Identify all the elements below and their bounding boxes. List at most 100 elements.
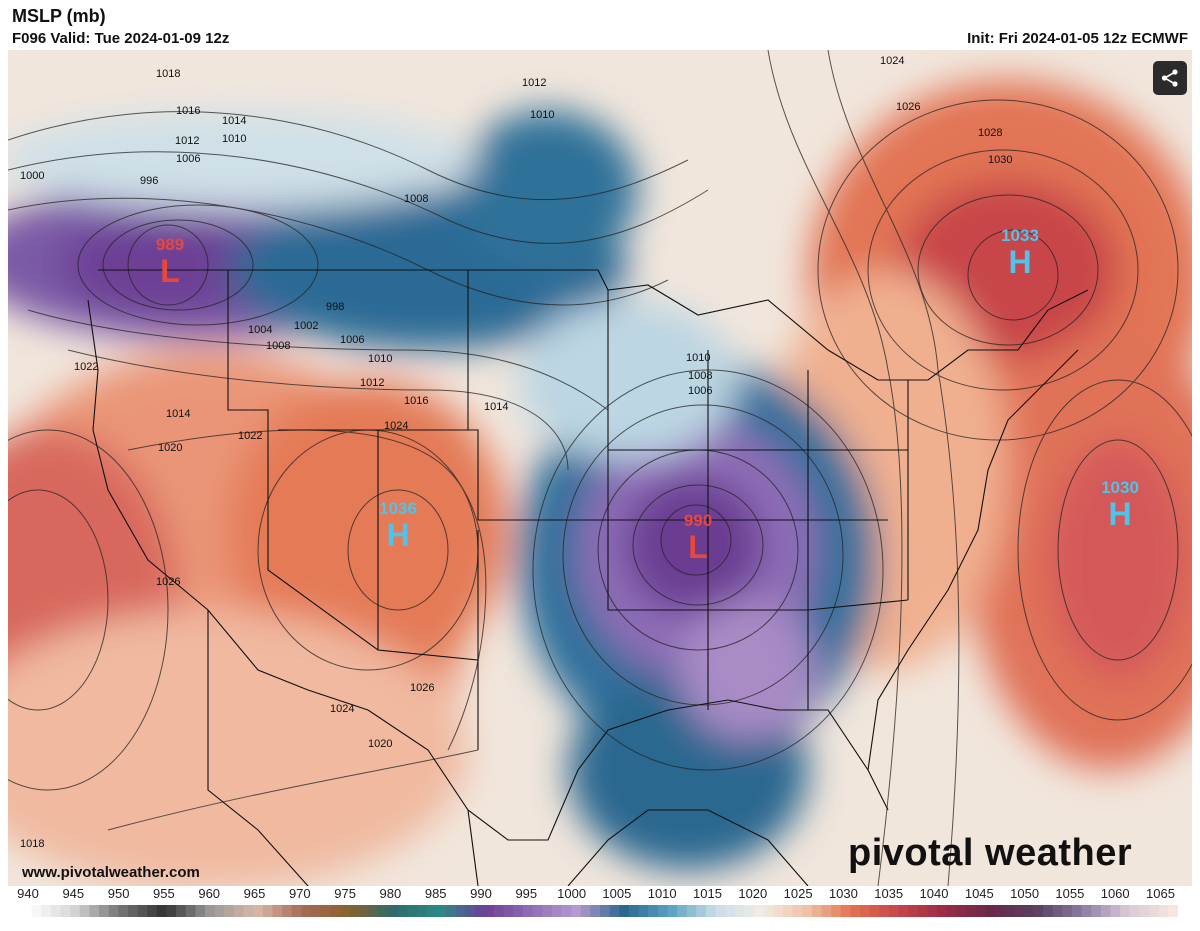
isobar-label: 1014 [222, 115, 246, 127]
scale-swatch [137, 905, 148, 917]
scale-swatch [378, 905, 389, 917]
isobar-label: 1024 [384, 420, 408, 432]
scale-tick-label: 965 [243, 886, 266, 901]
scale-swatch [89, 905, 100, 917]
scale-swatch [648, 905, 659, 917]
scale-swatch [147, 905, 158, 917]
scale-swatch [946, 905, 958, 917]
scale-tick-label: 940 [17, 886, 39, 901]
isobar-label: 1004 [248, 324, 272, 336]
isobar-label: 1016 [176, 105, 200, 117]
scale-swatch [763, 905, 774, 917]
isobar-label: 1026 [156, 576, 180, 588]
scale-swatch [127, 905, 139, 917]
scale-swatch [860, 905, 871, 917]
brand-watermark: pivotal weather [848, 832, 1133, 874]
scale-swatch [985, 905, 996, 917]
isobar-label: 998 [326, 301, 344, 313]
high-center-value: 1030 [1101, 478, 1139, 497]
scale-swatch [1168, 905, 1178, 917]
isobar-label: 1008 [688, 370, 712, 382]
scale-swatch [889, 905, 900, 917]
scale-swatch [831, 905, 842, 917]
scale-tick-label: 1050 [1010, 886, 1040, 901]
scale-swatch [455, 905, 466, 917]
scale-swatch [474, 905, 485, 917]
isobar-label: 1008 [404, 193, 428, 205]
isobar-lines [8, 50, 1192, 886]
scale-swatch [542, 905, 553, 917]
scale-swatch [754, 905, 765, 917]
isobar-label: 996 [140, 175, 158, 187]
scale-swatch [1139, 905, 1150, 917]
isobar-label: 1020 [368, 738, 392, 750]
isobar-label: 1018 [156, 68, 180, 80]
scale-swatch [330, 905, 341, 917]
high-center-value: 1033 [1001, 226, 1039, 245]
pressure-map: 1018 1016 1014 1012 1010 1006 1000 996 1… [8, 50, 1192, 886]
scale-swatch [917, 905, 929, 917]
scale-swatch [465, 905, 476, 917]
scale-swatch [156, 905, 168, 917]
scale-swatch [725, 905, 736, 917]
scale-swatch [368, 905, 380, 917]
scale-swatch [272, 905, 283, 917]
scale-tick-label: 955 [153, 886, 175, 901]
isobar-label: 1014 [166, 408, 190, 420]
isobar-label: 1010 [686, 352, 710, 364]
scale-swatch [320, 905, 331, 917]
scale-swatch [956, 905, 967, 917]
scale-swatch [99, 905, 110, 917]
scale-swatch [773, 905, 784, 917]
scale-swatch [1091, 905, 1102, 917]
isobar-label: 1010 [530, 109, 554, 121]
scale-swatch [590, 905, 601, 917]
scale-swatch [966, 905, 977, 917]
scale-swatch [359, 905, 370, 917]
scale-swatch [118, 905, 129, 917]
isobar-label: 1000 [20, 170, 44, 182]
scale-swatch [657, 905, 669, 917]
init-time: Init: Fri 2024-01-05 12z ECMWF [967, 30, 1188, 47]
low-center-letter: L [688, 529, 708, 565]
scale-tick-label: 1040 [919, 886, 949, 901]
scale-tick-label: 1020 [738, 886, 768, 901]
scale-tick-label: 1005 [602, 886, 632, 901]
scale-swatch [214, 905, 225, 917]
scale-swatch [233, 905, 245, 917]
scale-swatch [638, 905, 649, 917]
scale-swatch [426, 905, 437, 917]
scale-swatch [50, 905, 62, 917]
scale-swatch [41, 905, 52, 917]
isobar-label: 1022 [74, 361, 98, 373]
isobar-label: 1010 [368, 353, 392, 365]
scale-swatch [522, 905, 534, 917]
scale-swatch [1100, 905, 1112, 917]
website-credit: www.pivotalweather.com [22, 864, 200, 881]
scale-swatch [407, 905, 418, 917]
map-canvas: 1018 1016 1014 1012 1010 1006 1000 996 1… [8, 50, 1192, 886]
scale-swatch [869, 905, 880, 917]
scale-tick-label: 995 [515, 886, 538, 901]
share-button[interactable] [1153, 61, 1187, 95]
scale-swatch [677, 905, 688, 917]
isobar-label: 1024 [880, 55, 904, 67]
scale-tick-label: 1030 [828, 886, 858, 901]
scale-swatch [927, 905, 938, 917]
scale-swatch [609, 905, 620, 917]
scale-swatch [70, 905, 81, 917]
scale-swatch [205, 905, 216, 917]
scale-tick-label: 1045 [964, 886, 994, 901]
scale-swatch [580, 905, 591, 917]
pressure-centers: 989 L 1036 H 990 L 1033 H 1030 H [156, 226, 1139, 565]
scale-swatch [937, 905, 948, 917]
scale-swatch [436, 905, 447, 917]
low-center-value: 990 [684, 511, 712, 530]
scale-swatch [1033, 905, 1044, 917]
scale-bar [22, 905, 1178, 917]
scale-swatch [532, 905, 543, 917]
scale-swatch [1023, 905, 1035, 917]
scale-tick-label: 985 [424, 886, 447, 901]
scale-swatch [291, 905, 302, 917]
scale-swatch [1129, 905, 1141, 917]
